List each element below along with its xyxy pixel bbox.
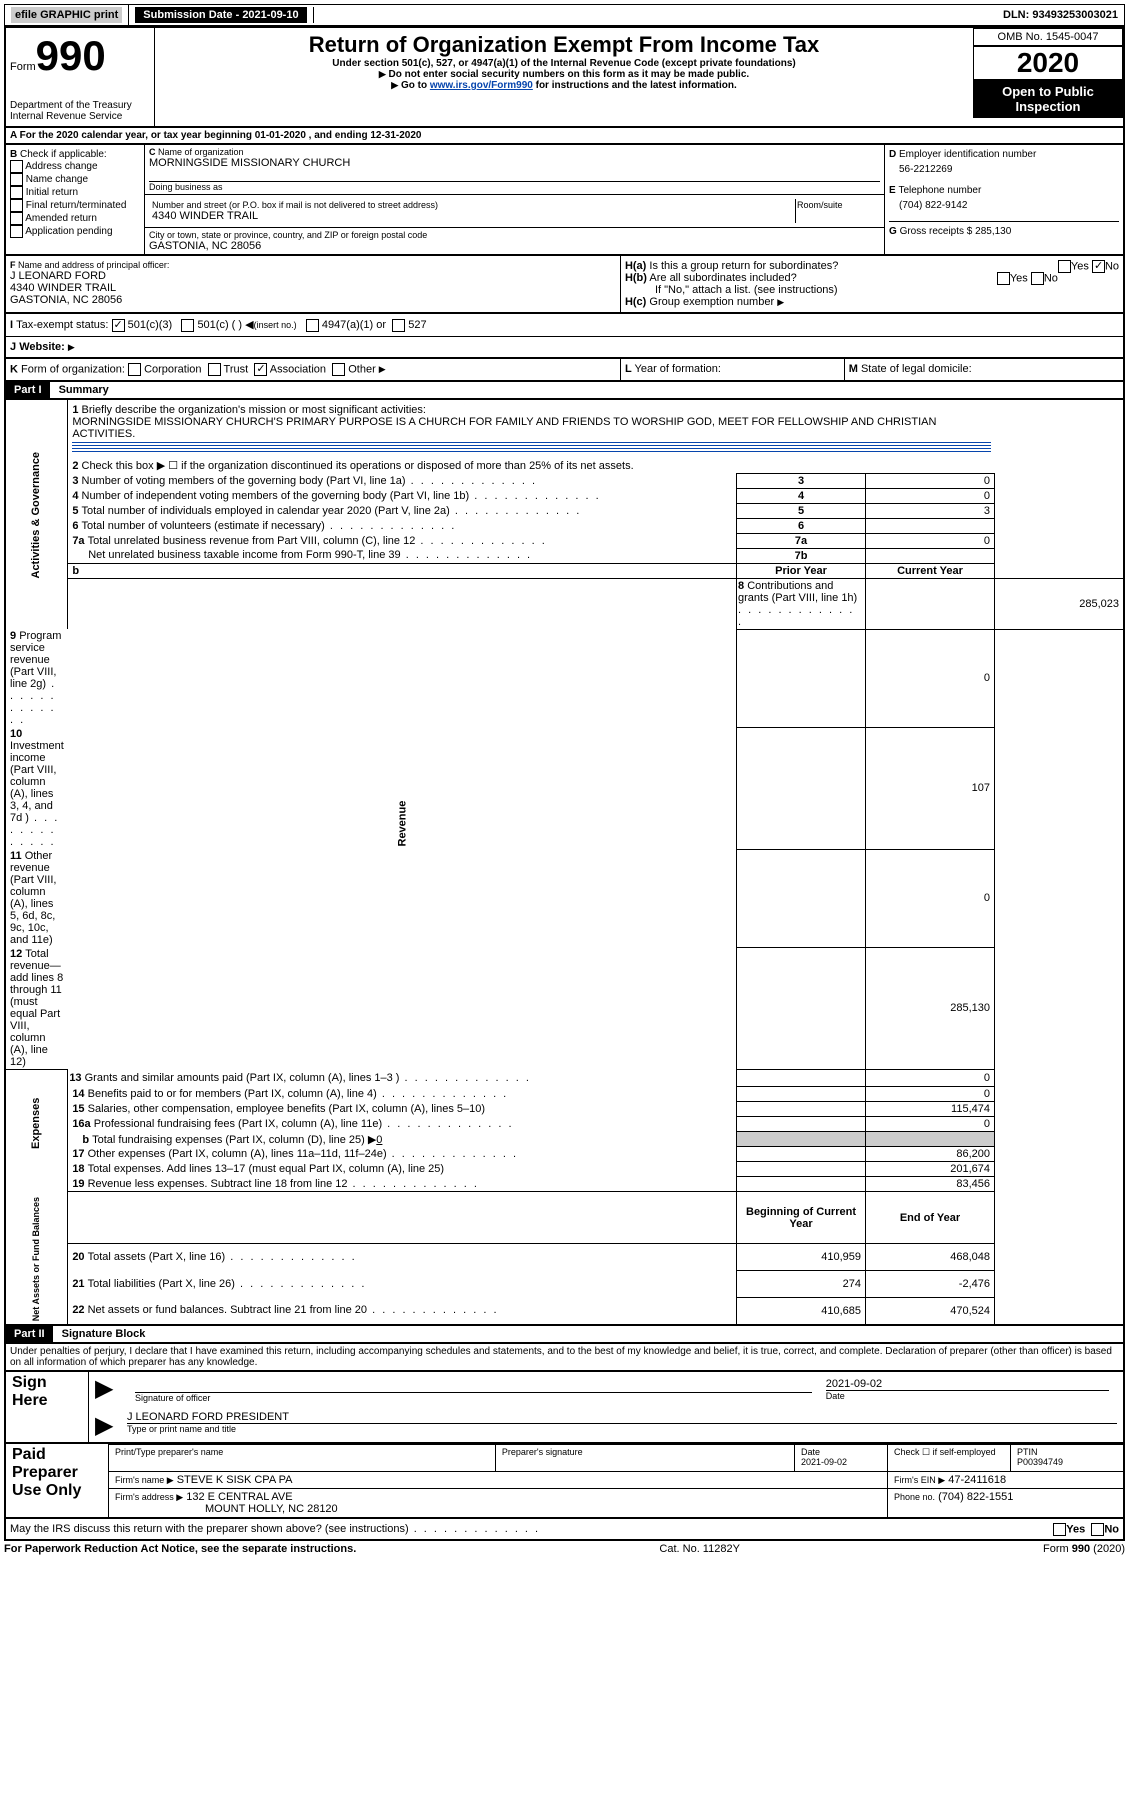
val-7a: 0 bbox=[866, 533, 995, 548]
val-7b bbox=[866, 548, 995, 563]
sign-here: Sign Here bbox=[5, 1372, 89, 1443]
net-end-20: 468,048 bbox=[866, 1243, 995, 1270]
discuss-yes[interactable] bbox=[1053, 1523, 1066, 1536]
footer: For Paperwork Reduction Act Notice, see … bbox=[4, 1541, 1125, 1555]
discuss-no[interactable] bbox=[1091, 1523, 1104, 1536]
submission-date: Submission Date - 2021-09-10 bbox=[129, 7, 313, 23]
firm-addr1: 132 E CENTRAL AVE bbox=[186, 1491, 292, 1503]
officer-name: J LEONARD FORD bbox=[10, 270, 616, 282]
subtitle-2: Do not enter social security numbers on … bbox=[159, 69, 969, 80]
ein: 56-2212269 bbox=[889, 160, 1119, 185]
dln: DLN: 93493253003021 bbox=[997, 7, 1124, 23]
exp-15: 115,474 bbox=[866, 1102, 995, 1117]
omb-number: OMB No. 1545-0047 bbox=[973, 28, 1123, 46]
firm-phone: (704) 822-1551 bbox=[938, 1491, 1013, 1503]
cb-4947[interactable] bbox=[306, 319, 319, 332]
net-begin-22: 410,685 bbox=[737, 1297, 866, 1325]
net-end-21: -2,476 bbox=[866, 1270, 995, 1297]
side-net: Net Assets or Fund Balances bbox=[5, 1192, 68, 1325]
form-title: Return of Organization Exempt From Incom… bbox=[159, 32, 969, 58]
subtitle-3: Go to www.irs.gov/Form990 for instructio… bbox=[159, 80, 969, 91]
firm-ein: 47-2411618 bbox=[948, 1474, 1006, 1486]
rev-8: 285,023 bbox=[995, 578, 1125, 629]
officer-group-info: F Name and address of principal officer:… bbox=[4, 256, 1125, 314]
exp-18: 201,674 bbox=[866, 1162, 995, 1177]
efile-print[interactable]: efile GRAPHIC print bbox=[5, 5, 129, 25]
exp-17: 86,200 bbox=[866, 1147, 995, 1162]
part2-title: Signature Block bbox=[56, 1328, 146, 1340]
paid-preparer-block: Paid Preparer Use Only Print/Type prepar… bbox=[4, 1444, 1125, 1519]
rev-10: 107 bbox=[866, 727, 995, 849]
tax-year: 2020 bbox=[973, 46, 1123, 80]
rev-9: 0 bbox=[866, 629, 995, 727]
cb-final-return[interactable]: Final return/terminated bbox=[26, 200, 127, 211]
form-header: Form990 Department of the Treasury Inter… bbox=[4, 26, 1125, 128]
city-state-zip: GASTONIA, NC 28056 bbox=[149, 240, 880, 252]
dept-treasury: Department of the Treasury Internal Reve… bbox=[10, 100, 150, 122]
officer-addr2: GASTONIA, NC 28056 bbox=[10, 294, 616, 306]
subtitle-1: Under section 501(c), 527, or 4947(a)(1)… bbox=[159, 58, 969, 69]
cb-501c[interactable] bbox=[181, 319, 194, 332]
val-3: 0 bbox=[866, 473, 995, 488]
net-begin-21: 274 bbox=[737, 1270, 866, 1297]
val-6 bbox=[866, 518, 995, 533]
cb-527[interactable] bbox=[392, 319, 405, 332]
cb-address-change[interactable]: Address change bbox=[25, 161, 97, 172]
cb-amended[interactable]: Amended return bbox=[25, 213, 97, 224]
irs-link[interactable]: www.irs.gov/Form990 bbox=[430, 80, 533, 91]
net-begin-20: 410,959 bbox=[737, 1243, 866, 1270]
phone: (704) 822-9142 bbox=[889, 196, 1119, 221]
open-public: Open to Public Inspection bbox=[973, 80, 1123, 118]
exp-14: 0 bbox=[866, 1087, 995, 1102]
exp-16a: 0 bbox=[866, 1117, 995, 1132]
street-address: 4340 WINDER TRAIL bbox=[152, 210, 792, 222]
part1-title: Summary bbox=[53, 384, 109, 396]
declaration: Under penalties of perjury, I declare th… bbox=[4, 1344, 1125, 1372]
top-bar: efile GRAPHIC print Submission Date - 20… bbox=[4, 4, 1125, 26]
firm-name: STEVE K SISK CPA PA bbox=[177, 1474, 293, 1486]
mission-text: MORNINGSIDE MISSIONARY CHURCH'S PRIMARY … bbox=[72, 416, 936, 440]
officer-addr1: 4340 WINDER TRAIL bbox=[10, 282, 616, 294]
gross-receipts: 285,130 bbox=[975, 226, 1011, 237]
side-expenses: Expenses bbox=[5, 1070, 68, 1177]
cb-name-change[interactable]: Name change bbox=[26, 174, 88, 185]
cb-501c3[interactable] bbox=[112, 319, 125, 332]
status-website: I Tax-exempt status: 501(c)(3) 501(c) ( … bbox=[4, 314, 1125, 359]
rev-12: 285,130 bbox=[866, 947, 995, 1070]
exp-13: 0 bbox=[866, 1070, 995, 1087]
paid-preparer: Paid Preparer Use Only bbox=[5, 1444, 109, 1518]
entity-info: B Check if applicable: Address change Na… bbox=[4, 145, 1125, 256]
side-governance: Activities & Governance bbox=[5, 400, 68, 630]
form-org-row: K Form of organization: Corporation Trus… bbox=[4, 359, 1125, 382]
cb-initial-return[interactable]: Initial return bbox=[26, 187, 78, 198]
val-4: 0 bbox=[866, 488, 995, 503]
discuss-row: May the IRS discuss this return with the… bbox=[4, 1519, 1125, 1541]
net-end-22: 470,524 bbox=[866, 1297, 995, 1325]
firm-addr2: MOUNT HOLLY, NC 28120 bbox=[115, 1503, 338, 1515]
form-number: Form990 bbox=[10, 32, 150, 80]
rev-11: 0 bbox=[866, 849, 995, 947]
org-name: MORNINGSIDE MISSIONARY CHURCH bbox=[149, 157, 880, 169]
part1-table: Activities & Governance 1 Briefly descri… bbox=[4, 400, 1125, 1326]
check-applicable-label: Check if applicable: bbox=[20, 149, 107, 160]
form-990-link: Form 990 (2020) bbox=[1043, 1543, 1125, 1555]
part2-label: Part II bbox=[6, 1326, 53, 1342]
part1-label: Part I bbox=[6, 382, 50, 398]
cb-app-pending[interactable]: Application pending bbox=[25, 226, 112, 237]
officer-signed-name: J LEONARD FORD PRESIDENT bbox=[127, 1411, 1117, 1423]
tax-period: A For the 2020 calendar year, or tax yea… bbox=[4, 128, 1125, 145]
signature-block: Sign Here ▶ Signature of officer 2021-09… bbox=[4, 1372, 1125, 1444]
ptin: P00394749 bbox=[1017, 1457, 1063, 1467]
val-5: 3 bbox=[866, 503, 995, 518]
side-revenue: Revenue bbox=[68, 578, 737, 1070]
exp-19: 83,456 bbox=[866, 1177, 995, 1192]
